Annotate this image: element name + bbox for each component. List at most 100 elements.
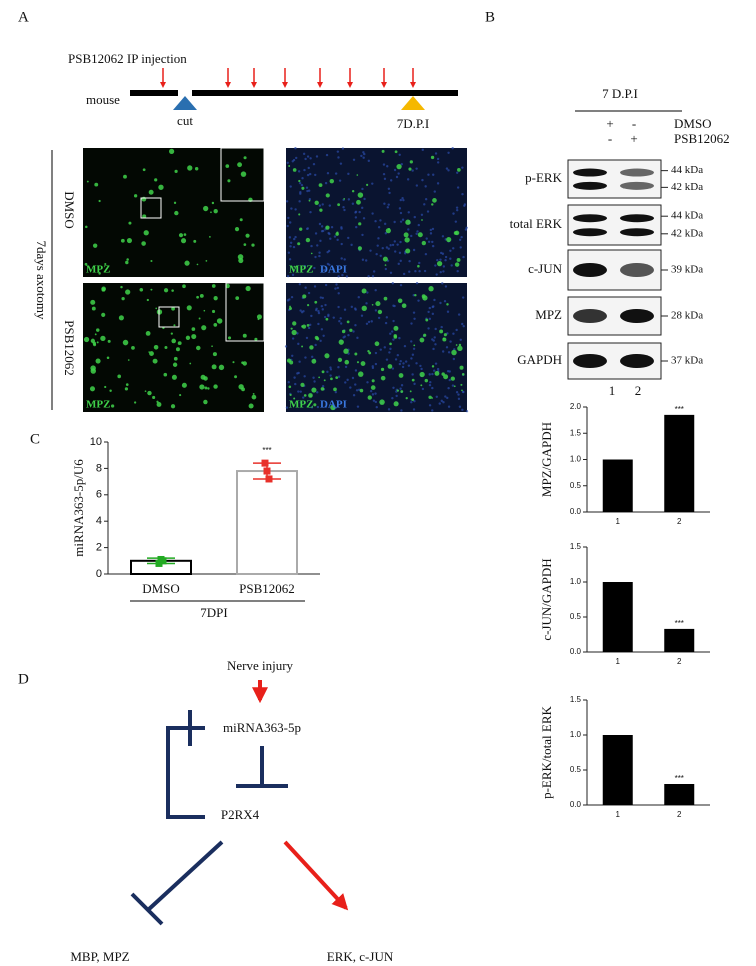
mpz-signal	[241, 387, 245, 392]
mpz-signal	[142, 214, 147, 219]
size-label: 28 kDa	[671, 310, 703, 322]
nucleus	[361, 206, 364, 210]
nucleus	[350, 243, 353, 247]
nucleus	[446, 310, 450, 313]
mpz-signal	[292, 168, 297, 172]
mpz-signal	[163, 372, 168, 377]
mpz-signal	[413, 344, 416, 347]
mpz-signal	[139, 288, 144, 292]
stain-label: MPZ	[86, 264, 110, 276]
nucleus	[395, 175, 399, 179]
mpz-signal	[432, 198, 437, 203]
mpz-signal	[367, 349, 370, 353]
endpoint-marker	[401, 96, 425, 110]
mpz-signal	[428, 395, 432, 400]
x-tick-label: PSB12062	[239, 581, 295, 596]
mpz-signal	[196, 263, 199, 266]
mpz-signal	[141, 241, 146, 246]
mpz-signal	[156, 402, 162, 407]
mpz-signal	[211, 345, 213, 348]
blot-frame	[567, 159, 662, 199]
y-tick-label: 0.5	[570, 481, 582, 490]
treatment-sign: -	[632, 116, 636, 131]
nucleus	[371, 212, 374, 215]
nucleus	[362, 156, 365, 159]
nucleus	[383, 346, 386, 349]
mpz-signal	[320, 387, 325, 391]
nucleus	[439, 301, 442, 305]
nucleus	[427, 240, 431, 244]
nucleus	[455, 391, 459, 394]
nucleus	[343, 335, 347, 338]
nucleus	[399, 259, 402, 263]
injection-arrowhead	[317, 82, 323, 88]
nucleus	[338, 320, 341, 323]
mpz-signal	[333, 387, 337, 392]
nucleus	[442, 265, 446, 268]
nucleus	[429, 232, 433, 235]
nucleus	[347, 236, 350, 240]
nucleus	[316, 244, 319, 247]
mpz-signal	[409, 160, 413, 164]
y-tick-label: 1.0	[570, 455, 582, 464]
nucleus	[384, 232, 388, 235]
nucleus	[288, 236, 292, 239]
nucleus	[298, 360, 301, 363]
timepoint-label: 7 D.P.I	[602, 86, 638, 101]
nucleus	[460, 235, 463, 239]
mpz-signal	[170, 332, 173, 335]
mpz-signal	[404, 237, 410, 243]
mpz-signal	[459, 365, 464, 370]
nucleus	[451, 146, 454, 150]
mpz-signal	[210, 211, 212, 214]
nucleus	[351, 202, 355, 205]
nucleus	[337, 365, 340, 369]
mpz-signal	[335, 376, 339, 380]
nucleus	[398, 153, 401, 156]
nucleus	[383, 202, 386, 205]
mpz-signal	[394, 150, 398, 154]
nucleus	[377, 316, 381, 320]
nucleus	[299, 401, 303, 404]
nucleus	[427, 327, 430, 330]
mpz-signal	[313, 403, 317, 407]
nucleus	[290, 207, 293, 210]
mpz-signal	[251, 243, 255, 247]
injection-arrowhead	[251, 82, 257, 88]
mpz-signal	[199, 293, 204, 298]
mpz-signal	[239, 218, 243, 222]
nucleus	[455, 208, 459, 212]
nucleus	[366, 381, 369, 384]
mpz-signal	[232, 361, 235, 364]
nucleus	[297, 342, 300, 346]
nucleus	[403, 252, 407, 255]
mpz-signal	[163, 288, 169, 293]
mpz-signal	[298, 179, 301, 183]
nucleus	[298, 200, 301, 203]
mpz-signal	[321, 370, 325, 374]
nucleus	[400, 409, 403, 412]
mpz-signal	[439, 329, 444, 334]
nucleus	[291, 354, 294, 357]
nucleus	[364, 259, 368, 262]
nucleus	[324, 283, 328, 287]
nucleus	[341, 147, 345, 150]
mpz-signal	[171, 289, 174, 292]
nucleus	[447, 386, 450, 390]
mpz-signal	[405, 248, 411, 254]
nucleus	[412, 408, 416, 411]
nucleus	[418, 270, 421, 273]
micrographs: MPZ MPZ DAPI MPZ MPZ DAPI	[83, 146, 469, 413]
mpz-signal	[256, 314, 262, 320]
nucleus	[436, 182, 440, 185]
nucleus	[300, 183, 304, 187]
nucleus	[313, 380, 316, 383]
nucleus	[401, 218, 405, 221]
mpz-signal	[237, 254, 244, 260]
blot-band	[573, 168, 607, 177]
mpz-signal	[242, 361, 247, 366]
significance: ***	[675, 619, 684, 628]
mpz-signal	[396, 389, 400, 392]
inhibition-arrow	[146, 840, 224, 912]
nucleus	[318, 222, 322, 226]
